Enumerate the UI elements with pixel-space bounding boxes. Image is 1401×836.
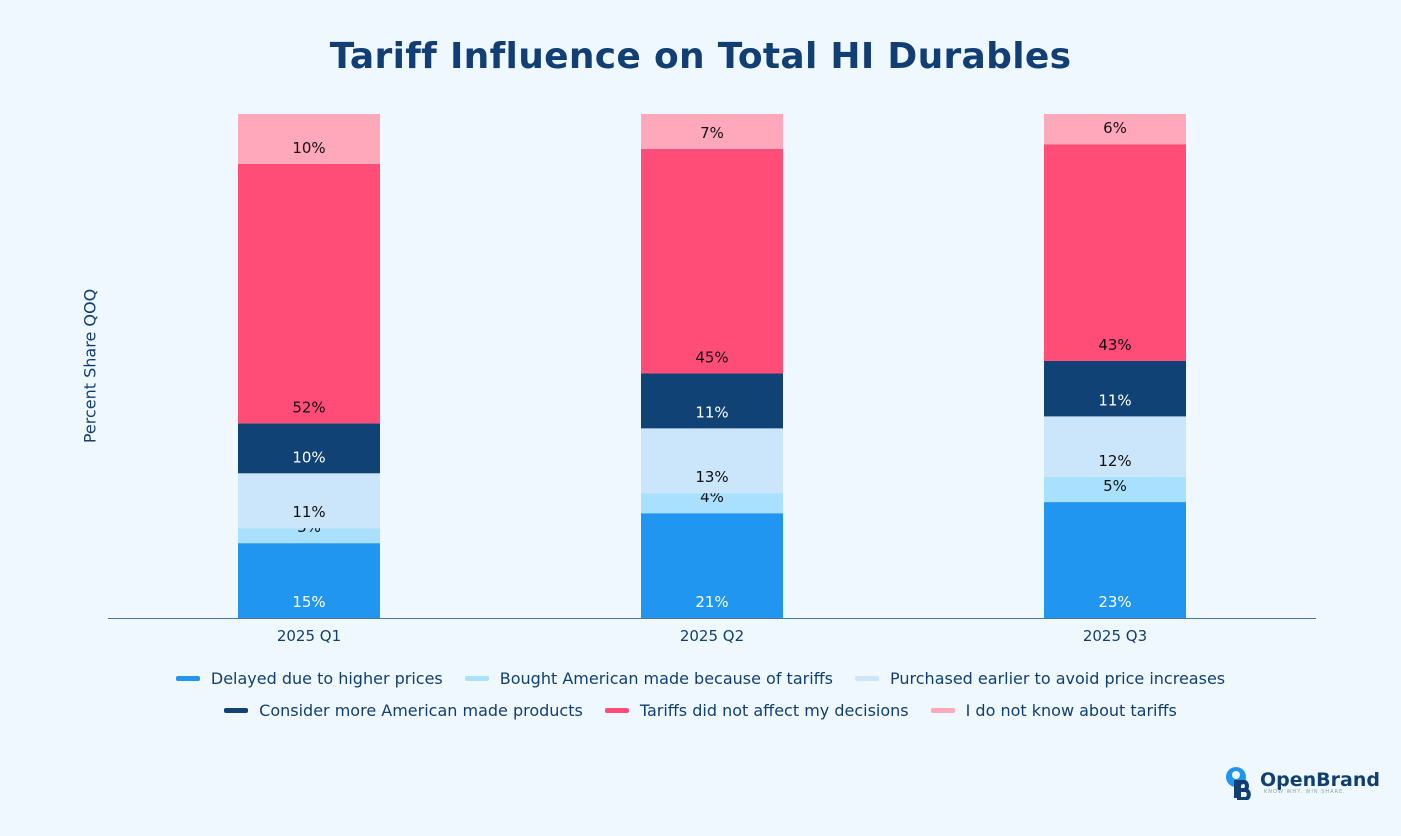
bar-segment	[238, 423, 380, 474]
bar-segment	[1044, 144, 1186, 361]
legend-swatch	[604, 708, 629, 713]
legend-row: Consider more American made products Tari…	[0, 701, 1401, 720]
data-label: 11%	[1098, 391, 1131, 409]
bar-segment	[238, 528, 380, 544]
bar-segment	[238, 114, 380, 164]
bar-segment	[1044, 114, 1186, 145]
bar-segment	[641, 428, 783, 494]
legend-item: Bought American made because of tariffs	[464, 669, 834, 688]
legend-label: Consider more American made products	[259, 701, 583, 720]
legend-label: Bought American made because of tariffs	[499, 669, 834, 688]
bar-segment	[238, 473, 380, 529]
bar-segment	[641, 493, 783, 514]
openbrand-logo-icon	[1226, 767, 1251, 800]
legend-label: I do not know about tariffs	[965, 701, 1177, 720]
legend-swatch	[175, 676, 200, 681]
data-label: 15%	[292, 593, 325, 611]
bar-segment	[641, 513, 783, 618]
legend-swatch	[930, 708, 955, 713]
data-label: 45%	[695, 348, 728, 366]
legend-item: I do not know about tariffs	[930, 701, 1177, 720]
legend-label: Delayed due to higher prices	[210, 669, 443, 688]
data-label: 10%	[292, 448, 325, 466]
data-label: 52%	[292, 398, 325, 416]
data-label: 5%	[1103, 477, 1127, 495]
legend-label: Purchased earlier to avoid price increas…	[890, 669, 1226, 688]
legend-item: Purchased earlier to avoid price increas…	[855, 669, 1225, 688]
bar-segment	[1044, 416, 1186, 477]
bar-segment	[641, 114, 783, 149]
bar-segment	[1044, 476, 1186, 503]
data-label: 10%	[292, 139, 325, 157]
openbrand-logo: OpenBrand KNOW WHY. WIN SHARE.	[1224, 766, 1380, 800]
logo-tagline: KNOW WHY. WIN SHARE.	[1264, 789, 1346, 795]
bar-segment	[238, 163, 380, 424]
data-label: 43%	[1098, 336, 1131, 354]
legend-swatch	[855, 676, 880, 681]
logo-name: OpenBrand	[1260, 769, 1380, 791]
data-label: 23%	[1098, 593, 1131, 611]
bar-segment	[1044, 502, 1186, 618]
chart-plot: 15%3%11%10%52%10%2025 Q121%4%13%11%45%7%…	[108, 114, 1316, 645]
x-tick-label: 2025 Q2	[680, 627, 744, 645]
chart-title: Tariff Influence on Total HI Durables	[329, 36, 1072, 77]
bar-segment	[641, 148, 783, 374]
legend-item: Consider more American made products	[224, 701, 583, 720]
bar-segment	[238, 543, 380, 618]
data-label: 11%	[695, 403, 728, 421]
x-tick-label: 2025 Q3	[1083, 627, 1147, 645]
data-label: 12%	[1098, 452, 1131, 470]
legend-row: Delayed due to higher prices Bought Ameri…	[0, 669, 1401, 688]
data-label: 11%	[292, 503, 325, 521]
legend-swatch	[464, 676, 489, 681]
legend-label: Tariffs did not affect my decisions	[639, 701, 909, 720]
legend-item: Tariffs did not affect my decisions	[604, 701, 909, 720]
data-label: 7%	[700, 124, 724, 142]
bar-segment	[1044, 360, 1186, 417]
bar-segment	[641, 373, 783, 429]
data-label: 6%	[1103, 119, 1127, 137]
data-label: 21%	[695, 593, 728, 611]
data-label: 13%	[695, 468, 728, 486]
x-tick-label: 2025 Q1	[277, 627, 341, 645]
legend-item: Delayed due to higher prices	[175, 669, 443, 688]
legend-swatch	[224, 708, 249, 713]
